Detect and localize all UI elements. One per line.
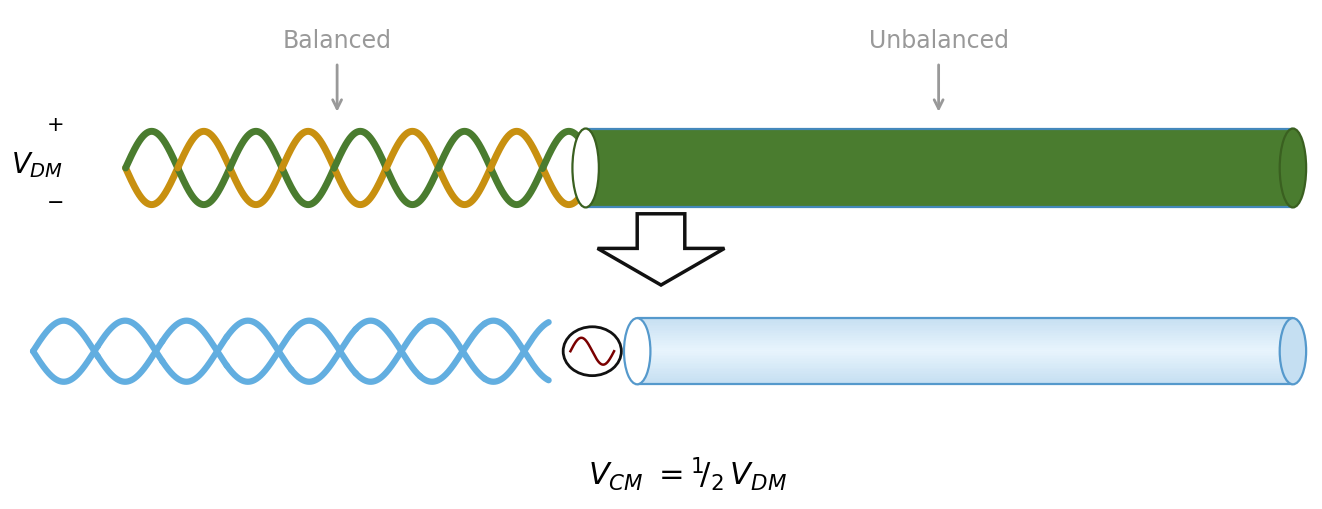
- Bar: [637, 341, 1293, 343]
- Bar: [637, 331, 1293, 333]
- Text: $V_{DM}$: $V_{DM}$: [11, 151, 63, 180]
- Bar: [637, 377, 1293, 379]
- Bar: [637, 324, 1293, 326]
- Bar: [637, 364, 1293, 366]
- Bar: [637, 334, 1293, 336]
- Bar: [637, 359, 1293, 361]
- Bar: [637, 321, 1293, 323]
- Bar: [637, 346, 1293, 348]
- Bar: [637, 348, 1293, 350]
- Bar: [637, 357, 1293, 359]
- Ellipse shape: [563, 327, 621, 376]
- Bar: [637, 381, 1293, 383]
- Ellipse shape: [1280, 129, 1306, 208]
- Text: $V_{CM}$ $= \mathregular{^1\!/}_2\,$$V_{DM}$: $V_{CM}$ $= \mathregular{^1\!/}_2\,$$V_{…: [588, 456, 787, 493]
- Ellipse shape: [1280, 318, 1306, 384]
- Bar: [637, 329, 1293, 331]
- Bar: [637, 349, 1293, 351]
- Bar: [637, 351, 1293, 353]
- Text: Unbalanced: Unbalanced: [869, 29, 1009, 53]
- Ellipse shape: [572, 129, 599, 208]
- Text: +: +: [46, 115, 65, 135]
- Bar: [637, 332, 1293, 335]
- Bar: [637, 367, 1293, 370]
- Bar: [637, 374, 1293, 376]
- Bar: [637, 379, 1293, 381]
- Bar: [637, 369, 1293, 371]
- Bar: [637, 326, 1293, 328]
- Bar: [637, 365, 1293, 368]
- Bar: [637, 354, 1293, 356]
- Bar: [637, 372, 1293, 375]
- Bar: [637, 382, 1293, 384]
- Bar: [637, 336, 1293, 338]
- Bar: [637, 376, 1293, 378]
- Bar: [637, 362, 1293, 364]
- Bar: [637, 318, 1293, 320]
- Bar: [637, 371, 1293, 373]
- Polygon shape: [598, 214, 724, 285]
- Bar: [637, 337, 1293, 340]
- Bar: [637, 323, 1293, 325]
- Bar: [637, 328, 1293, 330]
- Bar: [637, 344, 1293, 346]
- Bar: [637, 352, 1293, 355]
- Bar: [586, 128, 1293, 208]
- Bar: [637, 343, 1293, 345]
- Bar: [637, 339, 1293, 341]
- Bar: [637, 319, 1293, 322]
- Bar: [637, 356, 1293, 358]
- Bar: [637, 361, 1293, 363]
- Text: Balanced: Balanced: [283, 29, 391, 53]
- Ellipse shape: [624, 318, 650, 384]
- Text: −: −: [46, 192, 65, 213]
